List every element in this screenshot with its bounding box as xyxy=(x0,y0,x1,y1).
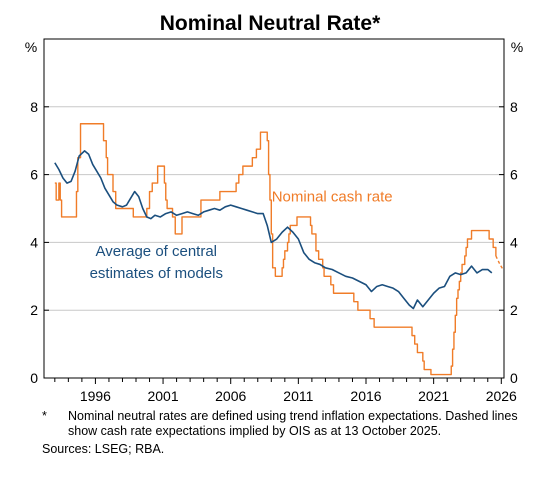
y-tick-label-right: 0 xyxy=(510,370,518,386)
y-axis-unit-right: % xyxy=(511,39,523,55)
x-tick-label: 2021 xyxy=(418,388,449,404)
y-tick-label-right: 6 xyxy=(510,167,518,183)
y-tick-label-left: 0 xyxy=(30,370,38,386)
y-tick-label-right: 8 xyxy=(510,99,518,115)
series-line-neutral-rate xyxy=(54,150,493,310)
plot-frame xyxy=(43,38,505,379)
y-tick-label-left: 2 xyxy=(30,302,38,318)
y-tick-label-right: 2 xyxy=(510,302,518,318)
x-tick-label: 2006 xyxy=(215,388,246,404)
x-tick-label: 2001 xyxy=(147,388,178,404)
x-tick-label: 2026 xyxy=(486,388,517,404)
x-tick-label: 1996 xyxy=(80,388,111,404)
series-annotation: Nominal cash rate xyxy=(272,189,393,206)
footnote-text: Nominal neutral rates are defined using … xyxy=(68,409,518,438)
footnote: * Nominal neutral rates are defined usin… xyxy=(42,409,522,439)
series-annotation: Average of central xyxy=(96,243,217,260)
series-annotation: estimates of models xyxy=(90,265,223,282)
y-tick-label-right: 4 xyxy=(510,234,518,250)
footnote-marker: * xyxy=(42,409,47,423)
series-line-cash-rate xyxy=(54,123,497,376)
chart-notes: * Nominal neutral rates are defined usin… xyxy=(42,409,522,457)
y-tick-label-left: 8 xyxy=(30,99,38,115)
y-tick-label-left: 4 xyxy=(30,234,38,250)
sources-text: Sources: LSEG; RBA. xyxy=(42,442,165,456)
y-axis-unit-left: % xyxy=(25,39,37,55)
y-tick-label-left: 6 xyxy=(30,167,38,183)
chart-title: Nominal Neutral Rate* xyxy=(160,12,381,35)
series-line-cash-rate-expectations xyxy=(495,255,505,271)
x-tick-label: 2016 xyxy=(350,388,381,404)
x-tick-label: 2011 xyxy=(283,388,313,404)
